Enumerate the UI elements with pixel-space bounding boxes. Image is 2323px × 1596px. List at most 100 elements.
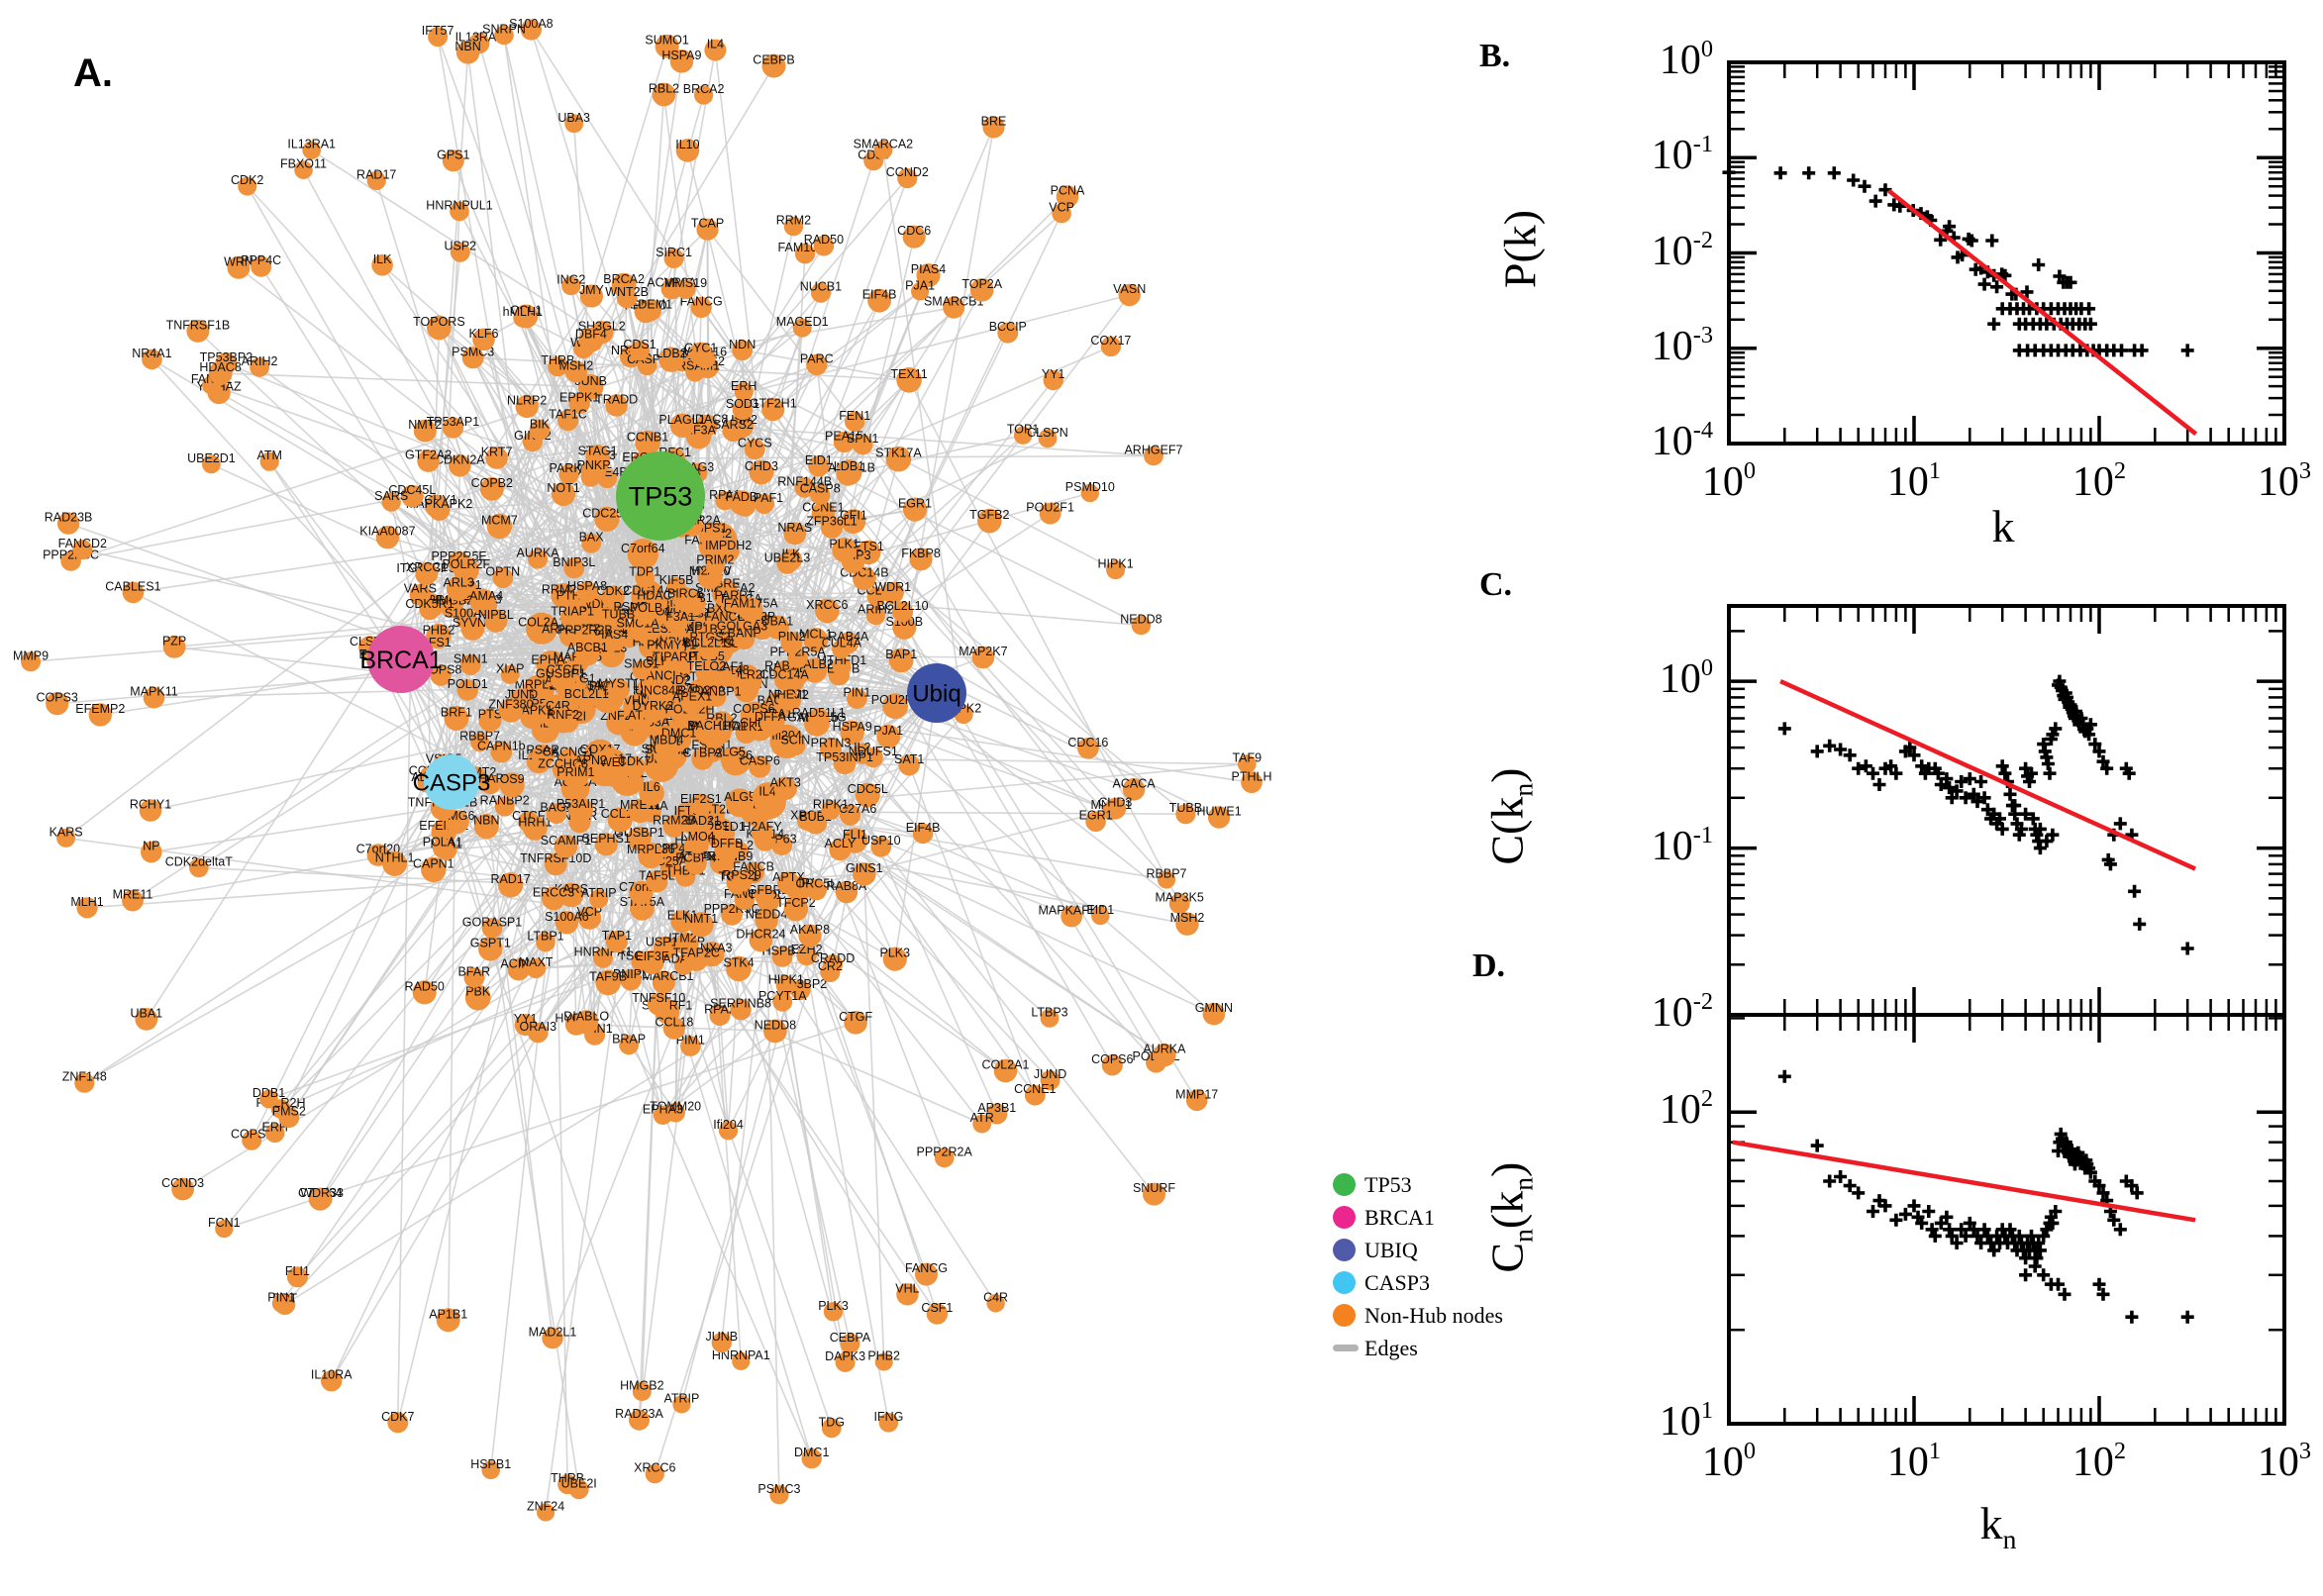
network-edge — [555, 863, 568, 1485]
network-node-label: MMP9 — [13, 648, 49, 662]
network-edge — [721, 300, 880, 725]
network-node-label: ACLY — [825, 837, 857, 850]
network-node-label: SAT1 — [894, 752, 924, 766]
network-node-label: BCL2L1 — [564, 687, 609, 701]
network-node-label: EGR1 — [898, 497, 932, 511]
network-edge — [65, 352, 702, 840]
panel-c-label: C. — [1479, 566, 1513, 603]
network-edge — [226, 362, 608, 521]
data-point — [1998, 766, 2012, 780]
network-node-label: MSH2 — [559, 358, 594, 372]
network-node-label: COPS6 — [733, 702, 774, 716]
network-node-label: C7orf64 — [621, 542, 665, 555]
network-node-label: EID1 — [1086, 903, 1114, 917]
network-node-label: UBA1 — [130, 1006, 162, 1020]
data-point — [1995, 759, 2009, 773]
network-node-label: COPS6 — [1091, 1052, 1133, 1066]
network-node — [593, 948, 613, 968]
network-node — [729, 663, 762, 698]
network-node-label: S100A6 — [545, 910, 589, 924]
network-node-label: KRT7 — [481, 446, 513, 459]
chart-c-frame — [1727, 604, 2286, 1017]
network-edge — [421, 65, 775, 649]
tick-label-b-y: 10-4 — [1651, 416, 1713, 464]
network-node-label: ABCB1 — [567, 641, 608, 654]
network-edge — [809, 692, 938, 937]
network-edge — [150, 721, 569, 812]
network-node-label: NR4A1 — [132, 347, 171, 360]
network-node-label: NP — [143, 840, 159, 853]
network-node-label: NEDD8 — [1120, 613, 1162, 627]
network-node-label: EID1 — [805, 453, 833, 467]
network-node-label: ZFP36L1 — [806, 515, 857, 529]
network-node-label: CDS1 — [623, 338, 656, 351]
network-node-label: CDC14A — [759, 667, 809, 681]
network-node-label: AKT3 — [770, 775, 801, 789]
network-node-label: KARS — [50, 825, 83, 839]
network-node-label: HSPA9 — [661, 49, 701, 62]
network-node — [764, 615, 789, 640]
network-node-label: BRF1 — [441, 705, 472, 719]
network-node-label: HUWE1 — [1197, 805, 1242, 819]
network-node-label: TDP1 — [629, 565, 660, 579]
network-node-label: PHB2 — [867, 1349, 900, 1363]
panel-b-label: B. — [1479, 38, 1511, 74]
network-edge — [798, 888, 983, 1125]
network-node-label: VHL — [895, 1281, 919, 1295]
network-node-label: FAM175A — [724, 597, 779, 611]
network-node — [623, 755, 646, 779]
network-node-label: RBBP7 — [1147, 867, 1187, 881]
network-node-label: FBXO11 — [280, 157, 327, 171]
network-edge — [400, 549, 845, 660]
network-node-label: MAGED1 — [776, 315, 829, 329]
network-node-label: CDK2 — [231, 173, 263, 187]
network-node-label: SOD1 — [726, 397, 759, 411]
network-node-label: DFFB — [711, 837, 744, 850]
network-node-label: POU2F1 — [1026, 501, 1074, 515]
data-point — [1773, 166, 1787, 180]
network-node-label: ATR — [970, 1111, 994, 1125]
network-node-label: TEX11 — [890, 367, 927, 381]
network-node-label: SCAMP1 — [541, 834, 591, 848]
network-edge — [908, 379, 1180, 904]
network-node-label: BNIP3L — [553, 555, 595, 569]
network-node-label: MRPL36 — [515, 678, 563, 692]
tick-label-b-y: 10-1 — [1651, 131, 1713, 179]
network-node-label: ZNF24 — [527, 1500, 564, 1514]
network-node-label: VCP — [576, 905, 602, 919]
network-node-label: TNFRSF10D — [520, 851, 591, 865]
chart-d-ticks — [1727, 1015, 2286, 1426]
network-node-label: CDK2 — [596, 584, 629, 598]
network-node-label: CEBPB — [753, 53, 794, 67]
network-edge — [451, 620, 497, 783]
tick-label-b-y: 10-2 — [1651, 226, 1713, 274]
network-node-label: STK4 — [723, 955, 754, 969]
network-node-label: USP2 — [444, 240, 476, 253]
network-node-label: KLF6 — [469, 327, 499, 341]
network-node-label: ALG9 — [724, 790, 756, 804]
network-node-label: CDK2deltaT — [165, 854, 233, 868]
network-node-label: P53AIP1 — [556, 797, 605, 811]
network-node-label: PSMD10 — [1065, 480, 1115, 494]
network-node-label: XRCC6 — [634, 1461, 675, 1475]
network-edge — [765, 920, 780, 1495]
tick-label-d-x: 103 — [2257, 1438, 2312, 1485]
network-node-label: CASP6 — [740, 754, 780, 768]
network-node-label: CDK7 — [381, 1410, 414, 1424]
network-node-label: HNRNPUL1 — [426, 198, 492, 212]
network-edge — [661, 1030, 776, 1117]
network-edge — [451, 781, 609, 983]
network-edge — [268, 908, 797, 1100]
network-node-label: GORASP1 — [462, 915, 522, 929]
network-node-label: TAF9 — [1232, 751, 1262, 765]
network-node-label: IL4 — [707, 38, 724, 51]
network-node-label: UBA3 — [557, 111, 590, 125]
network-node-label: EIF2S1 — [680, 792, 722, 806]
network-node — [606, 708, 633, 736]
network-node-label: CCND2 — [886, 165, 929, 179]
network-edge — [86, 861, 723, 909]
ubiq-dot-icon — [1333, 1239, 1356, 1261]
legend-label: BRCA1 — [1364, 1204, 1435, 1230]
data-point — [2115, 344, 2128, 357]
network-node-label: TFAP2C — [673, 947, 720, 960]
